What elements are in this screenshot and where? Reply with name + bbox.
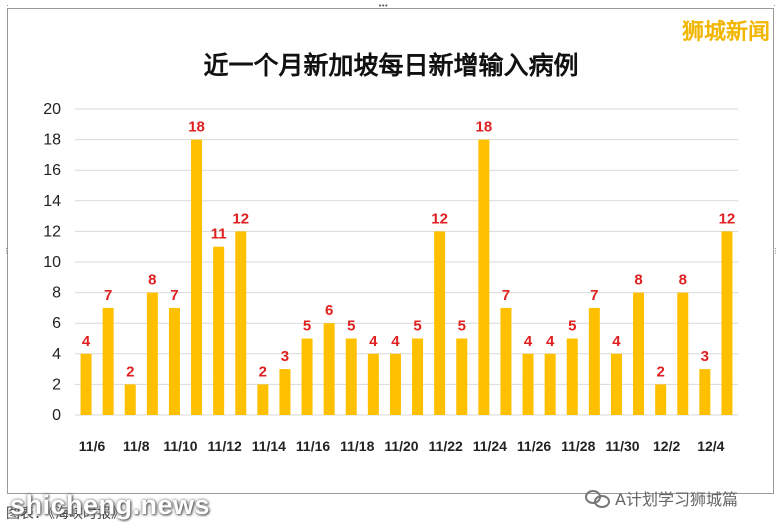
y-tick-label: 16 bbox=[43, 162, 61, 179]
data-label: 7 bbox=[104, 287, 112, 304]
y-tick-label: 8 bbox=[52, 285, 61, 302]
resize-handle-right[interactable]: ⋮ bbox=[772, 247, 779, 255]
data-label: 8 bbox=[634, 272, 642, 289]
y-tick-label: 0 bbox=[52, 407, 61, 424]
bar bbox=[434, 231, 446, 415]
y-tick-label: 20 bbox=[43, 101, 61, 118]
bar bbox=[478, 139, 490, 415]
data-label: 11 bbox=[211, 226, 227, 243]
data-label: 8 bbox=[679, 272, 687, 289]
bar bbox=[721, 231, 733, 415]
bar bbox=[345, 338, 357, 415]
x-tick-label: 11/30 bbox=[605, 438, 639, 454]
wechat-icon bbox=[585, 489, 611, 508]
resize-handle-top[interactable]: ••• bbox=[378, 2, 388, 10]
bar bbox=[544, 353, 556, 415]
data-label: 12 bbox=[431, 210, 448, 227]
data-label: 18 bbox=[476, 119, 493, 136]
site-watermark: shicheng.news bbox=[10, 490, 211, 520]
bar bbox=[301, 338, 313, 415]
x-tick-label: 12/2 bbox=[653, 438, 680, 454]
data-label: 4 bbox=[369, 333, 378, 350]
y-tick-label: 12 bbox=[43, 223, 61, 240]
bar bbox=[699, 369, 711, 415]
data-label: 7 bbox=[502, 287, 510, 304]
x-tick-label: 11/8 bbox=[123, 438, 150, 454]
bar bbox=[279, 369, 291, 415]
data-label: 3 bbox=[701, 348, 709, 365]
x-tick-label: 12/4 bbox=[697, 438, 724, 454]
data-label: 5 bbox=[303, 318, 311, 335]
y-tick-label: 2 bbox=[52, 376, 61, 393]
bar bbox=[191, 139, 203, 415]
bar bbox=[522, 353, 534, 415]
x-tick-label: 11/28 bbox=[561, 438, 595, 454]
bar bbox=[102, 307, 114, 415]
x-tick-label: 11/14 bbox=[252, 438, 286, 454]
data-label: 6 bbox=[325, 302, 333, 319]
bar bbox=[677, 292, 689, 415]
bar bbox=[610, 353, 622, 415]
wechat-account: A计划学习狮城篇 bbox=[585, 486, 738, 510]
bar bbox=[655, 384, 667, 415]
y-tick-label: 14 bbox=[43, 193, 61, 210]
bar bbox=[80, 353, 92, 415]
bar bbox=[588, 307, 600, 415]
x-tick-label: 11/20 bbox=[384, 438, 418, 454]
data-label: 8 bbox=[148, 272, 156, 289]
resize-handle-top-right[interactable]: · bbox=[773, 2, 775, 10]
bar bbox=[146, 292, 158, 415]
data-label: 5 bbox=[458, 318, 466, 335]
x-tick-label: 11/16 bbox=[296, 438, 330, 454]
data-label: 4 bbox=[391, 333, 400, 350]
data-label: 2 bbox=[656, 363, 664, 380]
x-tick-label: 11/26 bbox=[517, 438, 551, 454]
data-label: 2 bbox=[126, 363, 134, 380]
data-label: 7 bbox=[170, 287, 178, 304]
data-label: 2 bbox=[259, 363, 267, 380]
bar bbox=[257, 384, 269, 415]
y-tick-label: 6 bbox=[52, 315, 61, 332]
bar bbox=[124, 384, 136, 415]
bar bbox=[323, 323, 335, 415]
data-label: 3 bbox=[281, 348, 289, 365]
data-label: 4 bbox=[82, 333, 91, 350]
data-label: 18 bbox=[188, 119, 205, 136]
bar bbox=[456, 338, 468, 415]
data-label: 5 bbox=[413, 318, 421, 335]
bar bbox=[633, 292, 645, 415]
bar bbox=[566, 338, 578, 415]
chart-title: 近一个月新加坡每日新增输入病例 bbox=[203, 51, 579, 80]
bar bbox=[367, 353, 379, 415]
data-label: 5 bbox=[568, 318, 576, 335]
y-tick-label: 10 bbox=[43, 254, 61, 271]
data-label: 12 bbox=[719, 210, 736, 227]
bar bbox=[500, 307, 512, 415]
bar bbox=[213, 246, 225, 415]
bar bbox=[168, 307, 180, 415]
chart-caption: 图表：《海峡时报》 bbox=[6, 506, 125, 522]
data-label: 5 bbox=[347, 318, 355, 335]
brand-logo-text: 狮城新闻 bbox=[681, 19, 770, 45]
resize-handle-top-left[interactable]: · bbox=[6, 2, 8, 10]
x-tick-label: 11/22 bbox=[429, 438, 463, 454]
x-tick-label: 11/10 bbox=[163, 438, 197, 454]
bar bbox=[412, 338, 424, 415]
data-label: 7 bbox=[590, 287, 598, 304]
resize-handle-left[interactable]: ⋮ bbox=[3, 247, 10, 255]
data-label: 4 bbox=[524, 333, 533, 350]
x-tick-label: 11/24 bbox=[473, 438, 507, 454]
x-tick-label: 11/6 bbox=[79, 438, 106, 454]
wechat-account-name: A计划学习狮城篇 bbox=[615, 490, 738, 509]
bar bbox=[389, 353, 401, 415]
bar bbox=[235, 231, 247, 415]
data-label: 4 bbox=[546, 333, 555, 350]
y-tick-label: 4 bbox=[52, 346, 61, 363]
x-tick-label: 11/12 bbox=[208, 438, 242, 454]
y-tick-label: 18 bbox=[43, 132, 61, 149]
x-tick-label: 11/18 bbox=[340, 438, 374, 454]
data-label: 12 bbox=[232, 210, 249, 227]
data-label: 4 bbox=[612, 333, 621, 350]
